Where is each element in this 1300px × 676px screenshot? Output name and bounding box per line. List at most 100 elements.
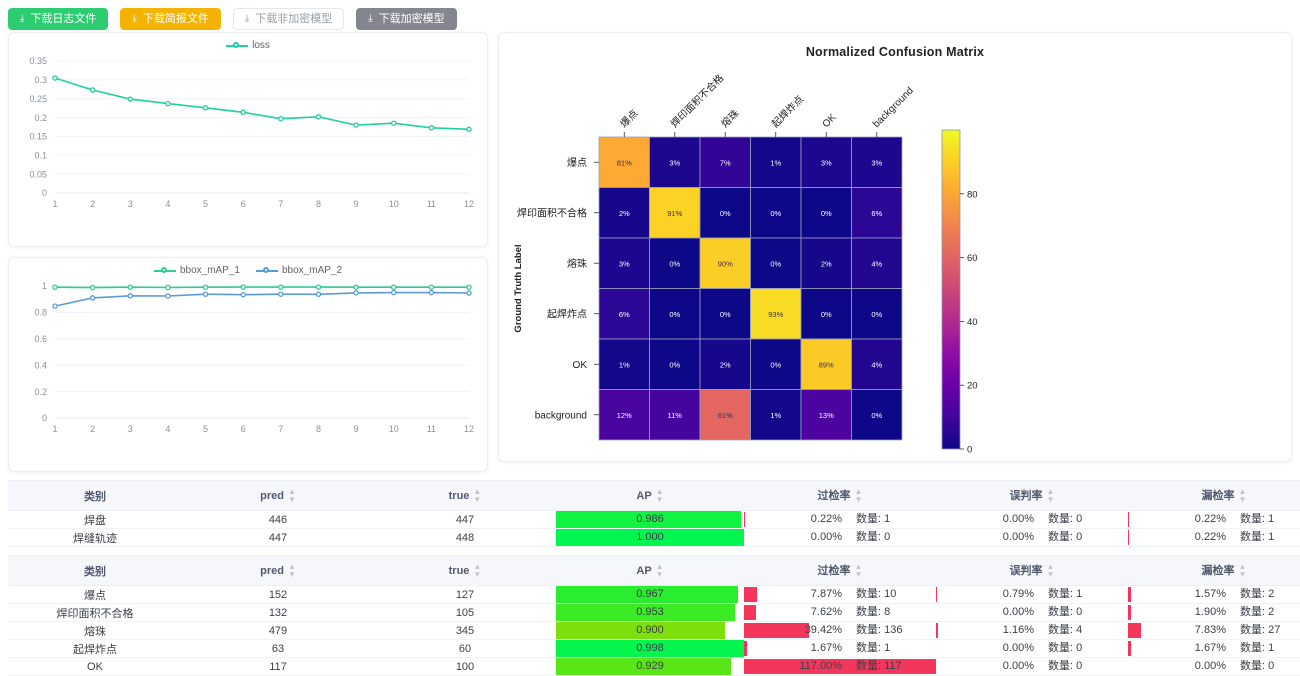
column-header-5[interactable]: 误判率 ▲ ▼ bbox=[936, 555, 1128, 586]
svg-text:1%: 1% bbox=[770, 411, 781, 420]
legend-label: bbox_mAP_2 bbox=[282, 265, 343, 276]
column-header-label: pred bbox=[260, 489, 284, 502]
sort-arrows-icon[interactable]: ▲ ▼ bbox=[473, 561, 482, 579]
cell-wupanlv-count: 数量: 0 bbox=[1048, 513, 1083, 525]
column-header-label: 漏检率 bbox=[1201, 489, 1235, 502]
column-header-1[interactable]: pred ▲ ▼ bbox=[182, 480, 374, 511]
column-header-5[interactable]: 误判率 ▲ ▼ bbox=[936, 480, 1128, 511]
svg-text:0: 0 bbox=[42, 188, 47, 198]
column-header-1[interactable]: pred ▲ ▼ bbox=[182, 555, 374, 586]
cell-guojianlv: 1.67% 数量: 1 bbox=[744, 639, 936, 658]
svg-text:0%: 0% bbox=[871, 411, 882, 420]
table-row[interactable]: 焊缝轨迹 447 448 1.000 0.00% 数量: 0 0.00% 数量: 0 0.22%… bbox=[8, 528, 1300, 547]
cell-wupanlv-pct: 0.00% bbox=[1002, 642, 1034, 654]
table-row[interactable]: OK 117 100 0.929 117.00% 数量: 117 0.00% 数量: 0 0.0… bbox=[8, 657, 1300, 676]
legend-item[interactable]: bbox_mAP_2 bbox=[256, 265, 342, 276]
map-chart-legend: bbox_mAP_1 bbox_mAP_2 bbox=[9, 258, 487, 276]
svg-text:熔珠: 熔珠 bbox=[718, 107, 741, 130]
column-header-4[interactable]: 过检率 ▲ ▼ bbox=[744, 480, 936, 511]
table-row[interactable]: 爆点 152 127 0.967 7.87% 数量: 10 0.79% 数量: 1 1.57% 数… bbox=[8, 585, 1300, 604]
svg-text:60: 60 bbox=[967, 253, 978, 264]
column-header-label: 过检率 bbox=[817, 564, 851, 577]
table-row[interactable]: 熔珠 479 345 0.900 39.42% 数量: 136 1.16% 数量: 4 7.83… bbox=[8, 621, 1300, 640]
svg-text:2%: 2% bbox=[619, 209, 630, 218]
download-button-1[interactable]: ⤓ 下载简报文件 bbox=[120, 8, 221, 30]
svg-text:0.2: 0.2 bbox=[34, 387, 47, 397]
table-row[interactable]: 焊盘 446 447 0.986 0.22% 数量: 1 0.00% 数量: 0 0.22% 数量… bbox=[8, 510, 1300, 529]
cell-pred: 447 bbox=[182, 528, 374, 547]
column-header-3[interactable]: AP ▲ ▼ bbox=[556, 480, 744, 511]
legend-item[interactable]: bbox_mAP_1 bbox=[153, 265, 240, 276]
column-header-3[interactable]: AP ▲ ▼ bbox=[556, 555, 744, 586]
cell-loujianlv-count: 数量: 1 bbox=[1240, 642, 1275, 654]
cell-wupanlv-count: 数量: 4 bbox=[1048, 624, 1083, 636]
download-button-3[interactable]: ⤓ 下载加密模型 bbox=[356, 8, 457, 30]
column-header-2[interactable]: true ▲ ▼ bbox=[374, 555, 556, 586]
cell-true: 105 bbox=[374, 603, 556, 622]
sort-arrows-icon[interactable]: ▲ ▼ bbox=[1046, 487, 1055, 505]
sort-arrows-icon[interactable]: ▲ ▼ bbox=[655, 561, 664, 579]
cell-loujianlv-count: 数量: 27 bbox=[1240, 624, 1281, 636]
cell-loujianlv-pct: 0.22% bbox=[1194, 531, 1226, 543]
svg-text:熔珠: 熔珠 bbox=[567, 257, 587, 270]
cell-loujianlv-count: 数量: 2 bbox=[1240, 588, 1275, 600]
cell-loujianlv: 1.67% 数量: 1 bbox=[1128, 639, 1300, 658]
svg-text:4: 4 bbox=[165, 424, 170, 434]
svg-text:焊印面积不合格: 焊印面积不合格 bbox=[517, 206, 587, 219]
sort-arrows-icon[interactable]: ▲ ▼ bbox=[854, 487, 863, 505]
table-row[interactable]: 起焊炸点 63 60 0.998 1.67% 数量: 1 0.00% 数量: 0 1.67% 数量… bbox=[8, 639, 1300, 658]
svg-text:9: 9 bbox=[354, 199, 359, 209]
column-header-6[interactable]: 漏检率 ▲ ▼ bbox=[1128, 480, 1300, 511]
cell-pred: 63 bbox=[182, 639, 374, 658]
svg-text:0%: 0% bbox=[821, 209, 832, 218]
column-header-6[interactable]: 漏检率 ▲ ▼ bbox=[1128, 555, 1300, 586]
table-row[interactable]: 焊印面积不合格 132 105 0.953 7.62% 数量: 8 0.00% 数量: 0 1.… bbox=[8, 603, 1300, 622]
sort-arrows-icon[interactable]: ▲ ▼ bbox=[854, 562, 863, 580]
cell-guojianlv: 0.22% 数量: 1 bbox=[744, 510, 936, 529]
cell-wupanlv-pct: 0.00% bbox=[1002, 606, 1034, 618]
cell-wupanlv-pct: 0.00% bbox=[1002, 531, 1034, 543]
sort-arrows-icon[interactable]: ▲ ▼ bbox=[1238, 487, 1247, 505]
svg-text:0.2: 0.2 bbox=[34, 113, 47, 123]
cell-wupanlv: 0.00% 数量: 0 bbox=[936, 528, 1128, 547]
svg-text:0%: 0% bbox=[770, 209, 781, 218]
legend-item[interactable]: loss bbox=[226, 40, 270, 51]
cell-ap-value: 0.900 bbox=[636, 624, 664, 636]
svg-text:0%: 0% bbox=[720, 209, 731, 218]
cell-ap-value: 0.986 bbox=[636, 513, 664, 525]
svg-text:81%: 81% bbox=[617, 158, 632, 167]
sort-arrows-icon[interactable]: ▲ ▼ bbox=[1046, 562, 1055, 580]
download-button-0[interactable]: ⤓ 下载日志文件 bbox=[8, 8, 109, 30]
cell-loujianlv-pct: 0.00% bbox=[1194, 660, 1226, 672]
sort-arrows-icon[interactable]: ▲ ▼ bbox=[655, 486, 664, 504]
download-button-label: 下载非加密模型 bbox=[255, 12, 333, 25]
svg-text:40: 40 bbox=[967, 317, 978, 328]
cell-wupanlv-count: 数量: 1 bbox=[1048, 588, 1083, 600]
cell-wupanlv-pct: 1.16% bbox=[1002, 624, 1034, 636]
cell-ap: 0.900 bbox=[556, 621, 744, 640]
metrics-table-1: 类别pred▲▼true▲▼AP▲▼过检率▲▼误判率▲▼漏检率▲▼置信度▲▼爆点… bbox=[8, 555, 1300, 676]
sort-arrows-icon[interactable]: ▲ ▼ bbox=[473, 486, 482, 504]
column-header-4[interactable]: 过检率 ▲ ▼ bbox=[744, 555, 936, 586]
cell-category: 焊盘 bbox=[8, 510, 182, 529]
cell-loujianlv: 0.22% 数量: 1 bbox=[1128, 528, 1300, 547]
cell-guojianlv-count: 数量: 0 bbox=[856, 531, 891, 543]
sort-arrows-icon[interactable]: ▲ ▼ bbox=[1238, 562, 1247, 580]
cell-ap-value: 0.929 bbox=[636, 660, 664, 672]
cell-guojianlv-pct: 0.22% bbox=[810, 513, 842, 525]
cell-guojianlv-count: 数量: 136 bbox=[856, 624, 903, 636]
cell-ap: 0.967 bbox=[556, 585, 744, 604]
column-header-label: AP bbox=[636, 564, 652, 577]
legend-marker-icon bbox=[226, 41, 249, 50]
cell-ap-value: 0.967 bbox=[636, 588, 664, 600]
column-header-2[interactable]: true ▲ ▼ bbox=[374, 480, 556, 511]
sort-arrows-icon[interactable]: ▲ ▼ bbox=[287, 486, 296, 504]
confusion-matrix-column: Normalized Confusion Matrix 81% 3% 7% 1% 3% 3… bbox=[498, 32, 1292, 472]
cell-wupanlv: 0.00% 数量: 0 bbox=[936, 657, 1128, 676]
svg-text:焊印面积不合格: 焊印面积不合格 bbox=[668, 71, 727, 130]
download-button-2[interactable]: ⤓ 下载非加密模型 bbox=[232, 8, 345, 30]
column-header-label: pred bbox=[260, 564, 284, 577]
sort-arrows-icon[interactable]: ▲ ▼ bbox=[287, 561, 296, 579]
cell-guojianlv-count: 数量: 117 bbox=[856, 660, 902, 672]
cell-guojianlv-pct: 117.00% bbox=[799, 660, 842, 672]
